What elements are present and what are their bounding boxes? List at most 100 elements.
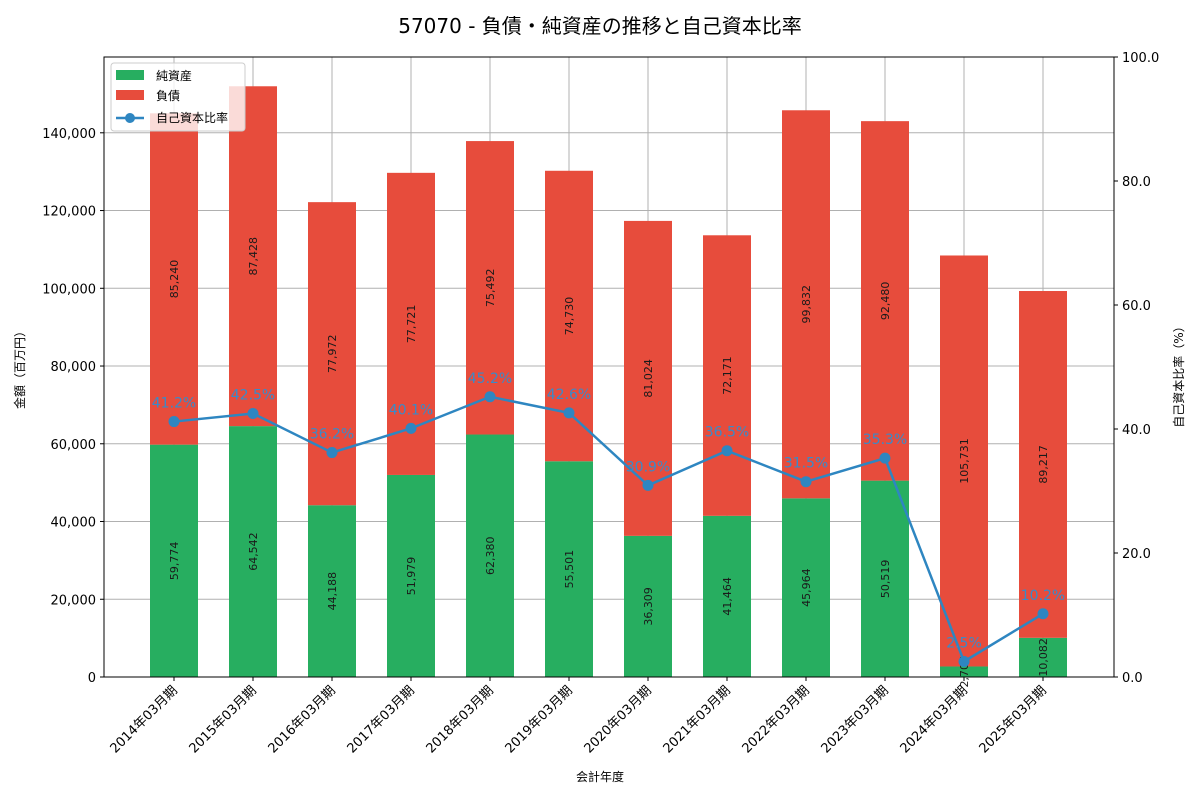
x-tick-label: 2020年03月期 xyxy=(582,683,655,756)
ratio-point xyxy=(326,447,338,459)
ratio-point xyxy=(879,452,891,464)
x-tick-label: 2017年03月期 xyxy=(345,683,418,756)
ratio-label: 42.6% xyxy=(547,387,591,403)
bar-value-label: 62,380 xyxy=(484,537,497,576)
ratio-point xyxy=(721,445,733,457)
bar-value-label: 85,240 xyxy=(168,260,181,299)
bar-value-label: 74,730 xyxy=(563,297,576,336)
bar-liabilities xyxy=(703,235,751,516)
bar-value-label: 92,480 xyxy=(879,282,892,321)
x-tick-label: 2016年03月期 xyxy=(266,683,339,756)
bar-value-label: 10,082 xyxy=(1037,638,1050,677)
y2-tick-label: 100.0 xyxy=(1122,51,1159,66)
bar-value-label: 64,542 xyxy=(247,532,260,571)
legend-swatch-net-assets xyxy=(116,70,144,80)
bar-value-label: 75,492 xyxy=(484,269,497,308)
bar-value-label: 99,832 xyxy=(800,285,813,324)
x-axis: 2014年03月期 2015年03月期 2016年03月期 2017年03月期 2018… xyxy=(108,677,1050,757)
y-axis-label: 金額（百万円） xyxy=(12,325,27,409)
bar-net-assets xyxy=(150,444,198,677)
chart-title: 57070 - 負債・純資産の推移と自己資本比率 xyxy=(398,14,802,38)
ratio-label: 2.5% xyxy=(946,636,982,652)
bar-liabilities xyxy=(940,255,988,667)
bar-net-assets xyxy=(545,461,593,677)
ratio-label: 45.2% xyxy=(468,371,512,387)
x-tick-label: 2015年03月期 xyxy=(187,683,260,756)
y-axis-right: 0.0 20.0 40.0 60.0 80.0 100.0 xyxy=(1114,51,1159,686)
bar-net-assets xyxy=(387,474,435,677)
bar-value-label: 45,964 xyxy=(800,568,813,607)
bar-net-assets xyxy=(940,666,988,677)
ratio-point xyxy=(563,407,575,419)
ratio-point xyxy=(168,416,180,428)
y2-tick-label: 20.0 xyxy=(1122,547,1151,562)
y-tick-label: 60,000 xyxy=(51,438,97,453)
x-tick-label: 2022年03月期 xyxy=(740,683,813,756)
bar-net-assets xyxy=(782,498,830,677)
y-tick-label: 100,000 xyxy=(42,282,96,297)
x-tick-label: 2018年03月期 xyxy=(424,683,497,756)
ratio-point xyxy=(958,656,970,667)
bar-value-label: 87,428 xyxy=(247,237,260,276)
bar-value-label: 89,217 xyxy=(1037,445,1050,484)
bar-liabilities xyxy=(1019,291,1067,638)
bar-liabilities xyxy=(782,110,830,499)
legend-swatch-liabilities xyxy=(116,90,144,100)
y-tick-label: 20,000 xyxy=(51,593,97,608)
ratio-label: 35.3% xyxy=(863,432,907,448)
y-tick-label: 120,000 xyxy=(42,205,96,220)
plot-frame xyxy=(103,56,1115,678)
bar-net-assets xyxy=(466,434,514,677)
legend-label-ratio: 自己資本比率 xyxy=(156,110,228,125)
bars: 59,774 85,240 64,542 87,428 44,188 77,972 51,9… xyxy=(150,86,1067,687)
bar-net-assets xyxy=(1019,637,1067,677)
x-tick-label: 2014年03月期 xyxy=(108,683,181,756)
y2-tick-label: 80.0 xyxy=(1122,175,1151,190)
bar-net-assets xyxy=(308,505,356,677)
ratio-point xyxy=(247,408,259,419)
bar-net-assets xyxy=(861,480,909,677)
ratio-label: 36.5% xyxy=(705,425,749,441)
x-tick-label: 2019年03月期 xyxy=(503,683,576,756)
bar-value-label: 55,501 xyxy=(563,550,576,589)
bar-liabilities xyxy=(150,113,198,445)
legend: 純資産 負債 自己資本比率 xyxy=(110,62,246,132)
y-tick-label: 140,000 xyxy=(42,127,96,142)
y-tick-label: 80,000 xyxy=(51,360,97,375)
ratio-label: 41.2% xyxy=(152,396,196,412)
bar-net-assets xyxy=(624,535,672,677)
bar-value-label: 44,188 xyxy=(326,572,339,611)
bar-value-label: 59,774 xyxy=(168,542,181,581)
bar-value-label: 41,464 xyxy=(721,577,734,616)
y2-tick-label: 60.0 xyxy=(1122,299,1151,314)
ratio-point xyxy=(405,422,417,434)
legend-label-net-assets: 純資産 xyxy=(156,68,192,83)
bar-value-label: 50,519 xyxy=(879,560,892,599)
x-tick-label: 2025年03月期 xyxy=(977,683,1050,756)
y-tick-label: 40,000 xyxy=(51,516,97,531)
legend-label-liabilities: 負債 xyxy=(156,88,180,103)
bar-value-label: 77,721 xyxy=(405,305,418,344)
legend-marker-ratio xyxy=(125,113,135,123)
bar-value-label: 77,972 xyxy=(326,334,339,373)
ratio-label: 10.2% xyxy=(1021,588,1065,604)
ratio-point xyxy=(484,391,496,403)
ratio-label: 40.1% xyxy=(389,402,433,418)
ratio-point xyxy=(800,476,812,488)
y-axis-left: 0 20,000 40,000 60,000 80,000 100,000 120,000 1… xyxy=(42,127,104,686)
x-tick-label: 2024年03月期 xyxy=(898,683,971,756)
y-tick-label: 0 xyxy=(88,671,96,686)
ratio-label: 30.9% xyxy=(626,459,670,475)
x-axis-label: 会計年度 xyxy=(576,769,624,784)
bar-value-label: 105,731 xyxy=(958,438,971,484)
bar-value-label: 36,309 xyxy=(642,587,655,626)
ratio-label: 42.5% xyxy=(231,388,275,404)
ratio-label: 31.5% xyxy=(784,456,828,472)
bar-liabilities xyxy=(861,121,909,481)
y2-tick-label: 0.0 xyxy=(1122,671,1143,686)
ratio-label: 36.2% xyxy=(310,427,354,443)
bar-value-label: 72,171 xyxy=(721,356,734,395)
equity-ratio-line: 41.2% 42.5% 36.2% 40.1% 45.2% 42.6% 30.9% 36.5%… xyxy=(152,371,1065,667)
bar-value-label: 81,024 xyxy=(642,359,655,398)
